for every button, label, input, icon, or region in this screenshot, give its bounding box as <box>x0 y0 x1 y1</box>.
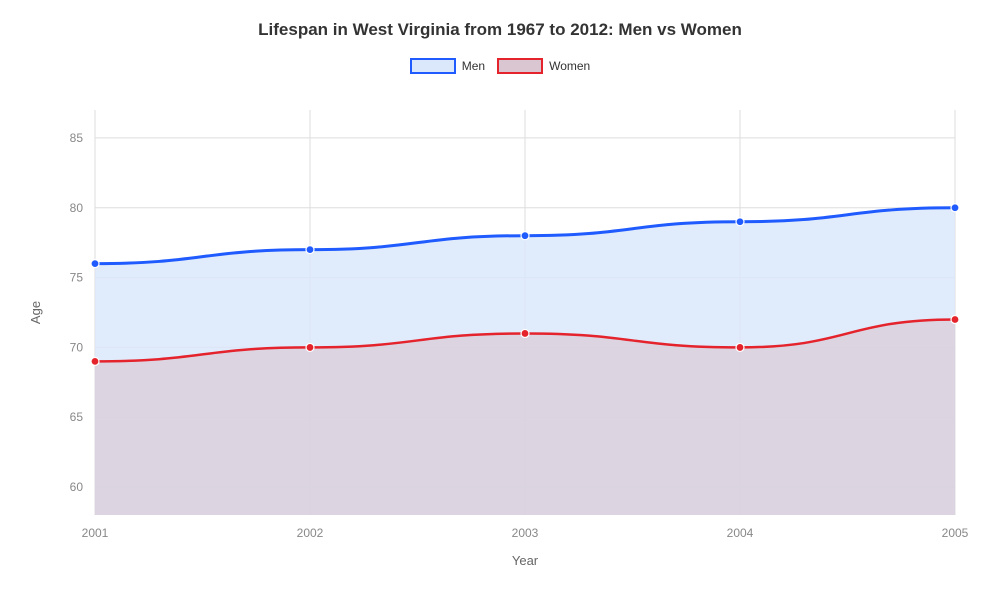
x-tick-label: 2001 <box>82 526 109 540</box>
y-tick-label: 85 <box>70 131 84 145</box>
y-tick-label: 60 <box>70 480 84 494</box>
y-tick-label: 75 <box>70 271 84 285</box>
marker-men[interactable] <box>91 260 99 268</box>
marker-men[interactable] <box>736 218 744 226</box>
marker-women[interactable] <box>521 329 529 337</box>
x-axis-title: Year <box>512 553 539 568</box>
plot-area: 60 65 70 75 80 85 2001 2002 2003 2004 2005 Age Year <box>0 0 1000 600</box>
y-tick-label: 70 <box>70 340 84 354</box>
marker-women[interactable] <box>306 343 314 351</box>
marker-men[interactable] <box>306 246 314 254</box>
x-tick-label: 2002 <box>297 526 324 540</box>
marker-men[interactable] <box>521 232 529 240</box>
x-tick-label: 2004 <box>727 526 754 540</box>
x-tick-label: 2005 <box>942 526 969 540</box>
marker-women[interactable] <box>91 357 99 365</box>
marker-women[interactable] <box>736 343 744 351</box>
y-axis-title: Age <box>28 301 43 324</box>
marker-men[interactable] <box>951 204 959 212</box>
marker-women[interactable] <box>951 315 959 323</box>
chart-container: Lifespan in West Virginia from 1967 to 2… <box>0 0 1000 600</box>
y-tick-label: 65 <box>70 410 84 424</box>
x-tick-label: 2003 <box>512 526 539 540</box>
y-tick-label: 80 <box>70 201 84 215</box>
